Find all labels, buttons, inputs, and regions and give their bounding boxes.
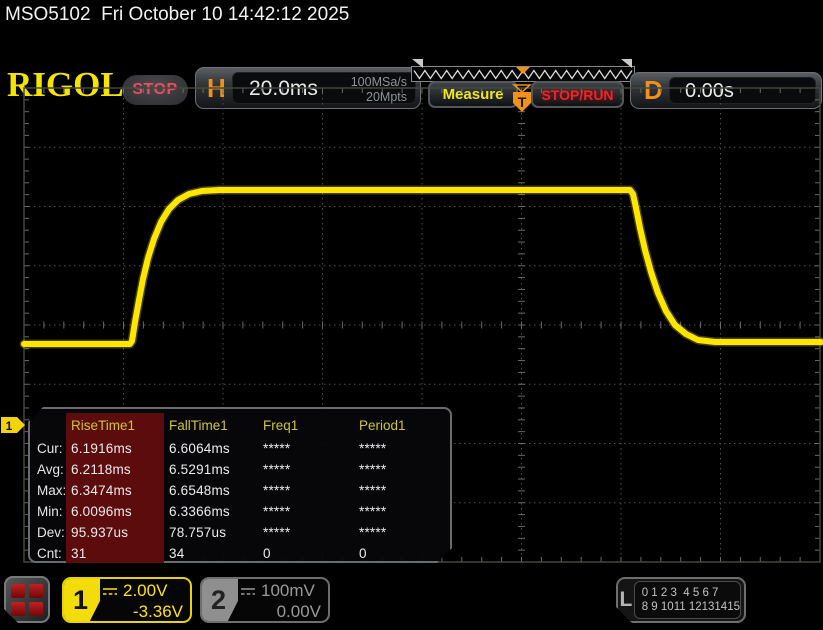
- meas-value: 34: [169, 546, 185, 561]
- meas-row-label: Cnt:: [37, 546, 62, 561]
- stop-run-button[interactable]: STOP/RUN: [531, 81, 624, 108]
- trigger-position-marker[interactable]: T: [512, 84, 532, 112]
- delay-value[interactable]: 0.00s: [685, 80, 734, 102]
- meas-row-label: Cur:: [37, 441, 63, 456]
- logic-channels-row1: 0 1 2 3 4 5 6 7: [641, 587, 719, 599]
- bottom-bar: 1 2.00V -3.36V 2 100mV 0.00V L 0: [0, 570, 823, 630]
- meas-value: *****: [263, 483, 291, 498]
- meas-value: *****: [263, 462, 291, 477]
- acquisition-info: 100MSa/s 20Mpts: [351, 75, 407, 105]
- channel1-info: 2.00V -3.36V: [100, 579, 190, 621]
- menu-grid-icon: [11, 602, 25, 616]
- model-name: MSO5102: [5, 4, 91, 25]
- rigol-logo: RIGOL: [7, 65, 124, 104]
- channel2-info: 100mV 0.00V: [238, 579, 328, 621]
- meas-col-header: RiseTime1: [66, 413, 164, 438]
- meas-row-label: Dev:: [37, 525, 65, 540]
- sample-rate: 100MSa/s: [350, 75, 407, 89]
- meas-value: 78.757us: [169, 525, 227, 540]
- meas-value: 0: [263, 546, 271, 561]
- dc-coupling-icon: [102, 586, 118, 597]
- meas-row-label: Avg:: [37, 462, 64, 477]
- logic-analyzer-tab[interactable]: L: [619, 588, 633, 611]
- meas-value: *****: [359, 483, 387, 498]
- channel1-scale: 2.00V: [123, 581, 168, 600]
- meas-value: 6.0096ms: [66, 501, 164, 522]
- channel2-scale: 100mV: [261, 581, 315, 600]
- title-bar: MSO5102 Fri October 10 14:42:12 2025: [0, 0, 823, 30]
- memory-depth: 20Mpts: [366, 90, 407, 104]
- meas-value: 6.3366ms: [169, 504, 230, 519]
- menu-grid-icon: [11, 584, 25, 598]
- datetime: Fri October 10 14:42:12 2025: [101, 4, 350, 25]
- meas-value: *****: [359, 441, 387, 456]
- meas-row-label: Min:: [37, 504, 63, 519]
- menu-grid-icon: [29, 584, 43, 598]
- meas-value: 6.6064ms: [169, 441, 230, 456]
- ch1-ground-marker[interactable]: 1: [1, 417, 25, 433]
- delay-d-label: D: [644, 75, 663, 105]
- measurement-table[interactable]: RiseTime1 FallTime1 Freq1 Period1 Cur: 6.1916…: [28, 407, 452, 563]
- meas-value: *****: [263, 504, 291, 519]
- logic-channel-list: 0 1 2 3 4 5 6 7 8 9 1011 12131415: [634, 581, 741, 619]
- meas-value: 6.1916ms: [66, 438, 164, 459]
- delay-inset: 0.00s: [669, 77, 816, 104]
- meas-value: *****: [263, 441, 291, 456]
- svg-text:T: T: [518, 94, 527, 110]
- channel2-offset: 0.00V: [276, 602, 321, 621]
- meas-value: 31: [66, 543, 164, 564]
- meas-value: 6.6548ms: [169, 483, 230, 498]
- meas-col-header: Period1: [359, 418, 406, 433]
- logic-analyzer-widget[interactable]: L 0 1 2 3 4 5 6 7 8 9 1011 12131415: [616, 577, 746, 623]
- meas-row-label: Max:: [37, 483, 67, 498]
- strip-left-fold-icon: [412, 59, 423, 68]
- measure-button[interactable]: Measure: [428, 81, 518, 108]
- run-state-badge: STOP: [122, 75, 188, 105]
- dc-coupling-icon: [240, 586, 256, 597]
- measurement-grid: RiseTime1 FallTime1 Freq1 Period1 Cur: 6.1916…: [32, 413, 448, 564]
- meas-value: 0: [359, 546, 367, 561]
- svg-text:1: 1: [6, 419, 13, 433]
- channel1-offset: -3.36V: [132, 602, 183, 621]
- logic-channels-row2: 8 9 1011 12131415: [641, 601, 740, 613]
- menu-button[interactable]: [4, 576, 50, 623]
- meas-value: 6.5291ms: [169, 462, 230, 477]
- preview-trigger-position-icon: [516, 67, 530, 74]
- menu-grid-icon: [29, 602, 43, 616]
- meas-value: 95.937us: [66, 522, 164, 543]
- meas-col-header: Freq1: [263, 418, 299, 433]
- meas-value: 6.3474ms: [66, 480, 164, 501]
- ch1-waveform: [19, 185, 823, 349]
- meas-value: *****: [359, 462, 387, 477]
- delay-panel[interactable]: D 0.00s: [630, 72, 822, 109]
- meas-value: *****: [359, 525, 387, 540]
- waveform-preview-strip[interactable]: [411, 66, 635, 82]
- channel2-widget[interactable]: 2 100mV 0.00V: [200, 577, 330, 623]
- meas-corner: [32, 413, 66, 438]
- channel1-tab[interactable]: 1: [64, 579, 100, 621]
- strip-right-fold-icon: [621, 59, 632, 68]
- meas-value: *****: [359, 504, 387, 519]
- meas-col-header: FallTime1: [169, 418, 228, 433]
- channel1-widget[interactable]: 1 2.00V -3.36V: [62, 577, 192, 623]
- meas-value: 6.2118ms: [66, 459, 164, 480]
- meas-value: *****: [263, 525, 291, 540]
- model-and-datetime: MSO5102 Fri October 10 14:42:12 2025: [5, 4, 349, 26]
